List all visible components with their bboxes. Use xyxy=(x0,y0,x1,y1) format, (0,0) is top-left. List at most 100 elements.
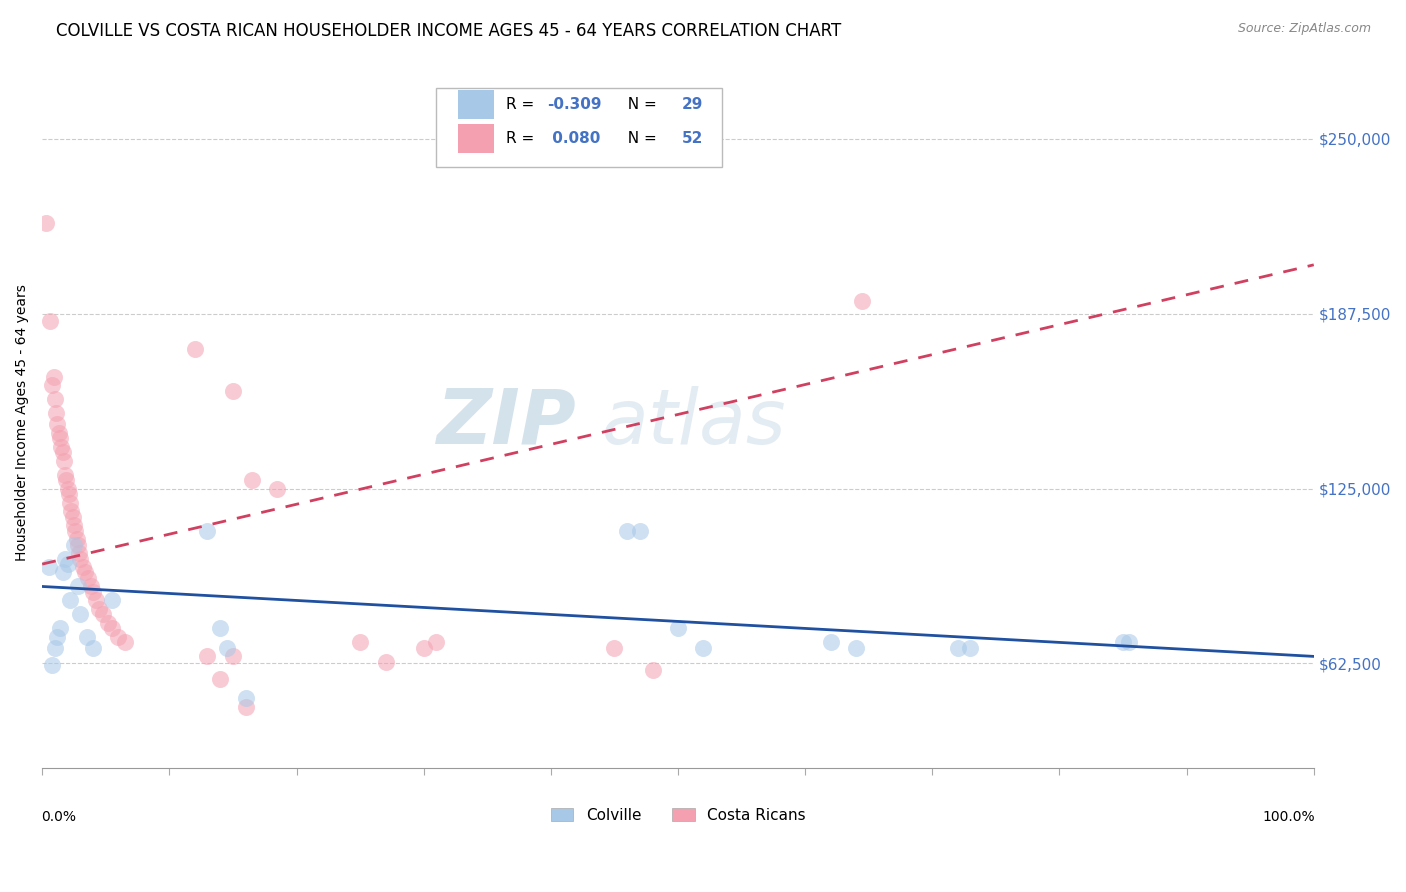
Text: COLVILLE VS COSTA RICAN HOUSEHOLDER INCOME AGES 45 - 64 YEARS CORRELATION CHART: COLVILLE VS COSTA RICAN HOUSEHOLDER INCO… xyxy=(56,22,841,40)
Point xyxy=(184,342,207,356)
Point xyxy=(46,630,69,644)
Point xyxy=(63,537,86,551)
Point xyxy=(51,440,73,454)
Text: N =: N = xyxy=(619,97,662,112)
Bar xyxy=(458,90,494,119)
Point xyxy=(209,672,232,686)
Point xyxy=(84,593,107,607)
Point xyxy=(101,593,124,607)
Point xyxy=(266,482,288,496)
Point xyxy=(820,635,842,649)
Legend: Colville, Costa Ricans: Colville, Costa Ricans xyxy=(551,808,806,822)
Point xyxy=(959,640,981,655)
Text: 0.0%: 0.0% xyxy=(41,810,76,823)
Point xyxy=(62,509,84,524)
Point xyxy=(114,635,136,649)
Text: R =: R = xyxy=(506,97,540,112)
Bar xyxy=(458,124,494,153)
Point xyxy=(67,546,90,560)
Point xyxy=(49,431,72,445)
Point xyxy=(222,384,245,398)
Point xyxy=(82,640,104,655)
Point xyxy=(946,640,969,655)
Point xyxy=(666,622,689,636)
Point xyxy=(77,571,100,585)
Y-axis label: Householder Income Ages 45 - 64 years: Householder Income Ages 45 - 64 years xyxy=(15,285,30,561)
Point xyxy=(209,622,232,636)
Point xyxy=(425,635,447,649)
Point xyxy=(692,640,714,655)
Text: ZIP: ZIP xyxy=(436,386,576,460)
Point xyxy=(56,482,79,496)
Point xyxy=(59,593,82,607)
Point xyxy=(53,551,76,566)
Point xyxy=(235,691,257,706)
Point xyxy=(41,378,63,392)
Point xyxy=(374,655,396,669)
Point xyxy=(52,453,75,467)
Point xyxy=(1118,635,1140,649)
Point xyxy=(49,622,72,636)
Point xyxy=(235,699,257,714)
Text: Source: ZipAtlas.com: Source: ZipAtlas.com xyxy=(1237,22,1371,36)
Point xyxy=(41,657,63,672)
Text: N =: N = xyxy=(619,131,662,146)
Point xyxy=(72,560,94,574)
FancyBboxPatch shape xyxy=(436,87,723,167)
Point xyxy=(51,445,73,459)
Point xyxy=(58,487,80,501)
Point xyxy=(63,517,86,532)
Point xyxy=(197,524,219,538)
Point xyxy=(851,294,873,309)
Point xyxy=(97,615,120,630)
Point xyxy=(91,607,114,622)
Point xyxy=(412,640,434,655)
Point xyxy=(66,579,89,593)
Text: -0.309: -0.309 xyxy=(547,97,602,112)
Point xyxy=(65,524,87,538)
Point xyxy=(641,664,664,678)
Point xyxy=(69,551,91,566)
Point xyxy=(240,473,263,487)
Text: 29: 29 xyxy=(682,97,703,112)
Point xyxy=(82,585,104,599)
Point xyxy=(44,392,66,406)
Point xyxy=(197,649,219,664)
Point xyxy=(628,524,651,538)
Point xyxy=(222,649,245,664)
Point xyxy=(349,635,371,649)
Point xyxy=(107,630,129,644)
Point xyxy=(101,622,124,636)
Point xyxy=(38,560,60,574)
Point xyxy=(845,640,868,655)
Point xyxy=(42,369,65,384)
Point xyxy=(66,537,89,551)
Point xyxy=(59,495,82,509)
Point xyxy=(48,425,70,440)
Point xyxy=(53,467,76,482)
Point xyxy=(603,640,626,655)
Point xyxy=(51,566,73,580)
Text: atlas: atlas xyxy=(602,386,786,460)
Point xyxy=(79,579,101,593)
Point xyxy=(44,640,66,655)
Point xyxy=(65,532,87,546)
Point xyxy=(616,524,638,538)
Point xyxy=(75,566,97,580)
Point xyxy=(60,504,83,518)
Text: 100.0%: 100.0% xyxy=(1263,810,1315,823)
Text: R =: R = xyxy=(506,131,540,146)
Text: 52: 52 xyxy=(682,131,703,146)
Point xyxy=(55,473,77,487)
Point xyxy=(69,607,91,622)
Point xyxy=(46,417,69,432)
Point xyxy=(45,406,67,420)
Point xyxy=(35,216,58,230)
Point xyxy=(215,640,238,655)
Text: 0.080: 0.080 xyxy=(547,131,600,146)
Point xyxy=(56,557,79,571)
Point xyxy=(38,314,60,328)
Point xyxy=(76,630,98,644)
Point xyxy=(1112,635,1135,649)
Point xyxy=(89,602,111,616)
